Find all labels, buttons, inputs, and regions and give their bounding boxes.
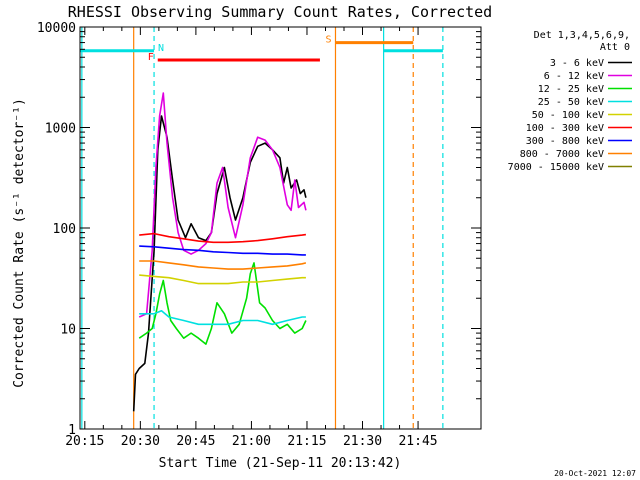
legend-label-1: 6 - 12 keV [544,71,604,82]
x-axis-label: Start Time (21-Sep-11 20:13:42) [159,456,402,471]
series-line-3 [139,309,306,326]
series-line-0 [132,115,307,412]
legend-label-0: 3 - 6 keV [550,58,604,69]
series-line-6 [139,245,306,256]
legend-label-4: 50 - 100 keV [532,110,604,121]
y-tick-label-1: 10 [60,323,76,338]
vertical-markers [81,27,444,429]
y-tick-label-3: 1000 [45,122,76,137]
chart-title: RHESSI Observing Summary Count Rates, Co… [68,3,492,21]
x-tick-label-3: 21:00 [232,434,271,449]
series-lines [132,92,307,412]
y-tick-label-2: 100 [53,222,76,237]
legend-label-3: 25 - 50 keV [538,97,604,108]
axis-ticks: 20:15 20:30 20:45 21:00 21:15 21:30 21:45 1 10 10… [37,21,481,449]
legend-label-8: 7000 - 15000 keV [508,162,604,173]
flag-label-N: N [158,43,164,54]
flag-label-S: S [325,35,331,46]
series-line-5 [139,232,307,244]
x-tick-label-1: 20:30 [121,434,160,449]
footer-timestamp: 20-Oct-2021 12:07 [554,469,636,478]
y-axis-label: Corrected Count Rate (s⁻¹ detector⁻¹) [12,98,27,388]
legend-label-2: 12 - 25 keV [538,84,604,95]
x-tick-label-0: 20:15 [65,434,104,449]
series-line-7 [139,260,307,270]
legend-label-5: 100 - 300 keV [526,123,604,134]
series-line-2 [138,262,307,345]
y-tick-label-0: 1 [68,423,76,438]
series-line-1 [138,92,307,318]
legend-label-6: 300 - 800 keV [526,136,604,147]
legend-label-7: 800 - 7000 keV [520,149,604,160]
legend-header-0: Det 1,3,4,5,6,9, [534,30,630,41]
x-tick-label-4: 21:15 [287,434,326,449]
flag-label-F: F [148,52,154,63]
x-tick-label-2: 20:45 [176,434,215,449]
x-tick-label-6: 21:45 [398,434,437,449]
series-line-4 [139,274,306,285]
x-tick-label-5: 21:30 [343,434,382,449]
y-tick-label-4: 10000 [37,21,76,36]
flag-bars: NF S [80,35,443,63]
legend-header-1: Att 0 [600,42,630,53]
legend: Det 1,3,4,5,6,9,Att 0 3 - 6 keV 6 - 12 keV… [508,30,632,173]
